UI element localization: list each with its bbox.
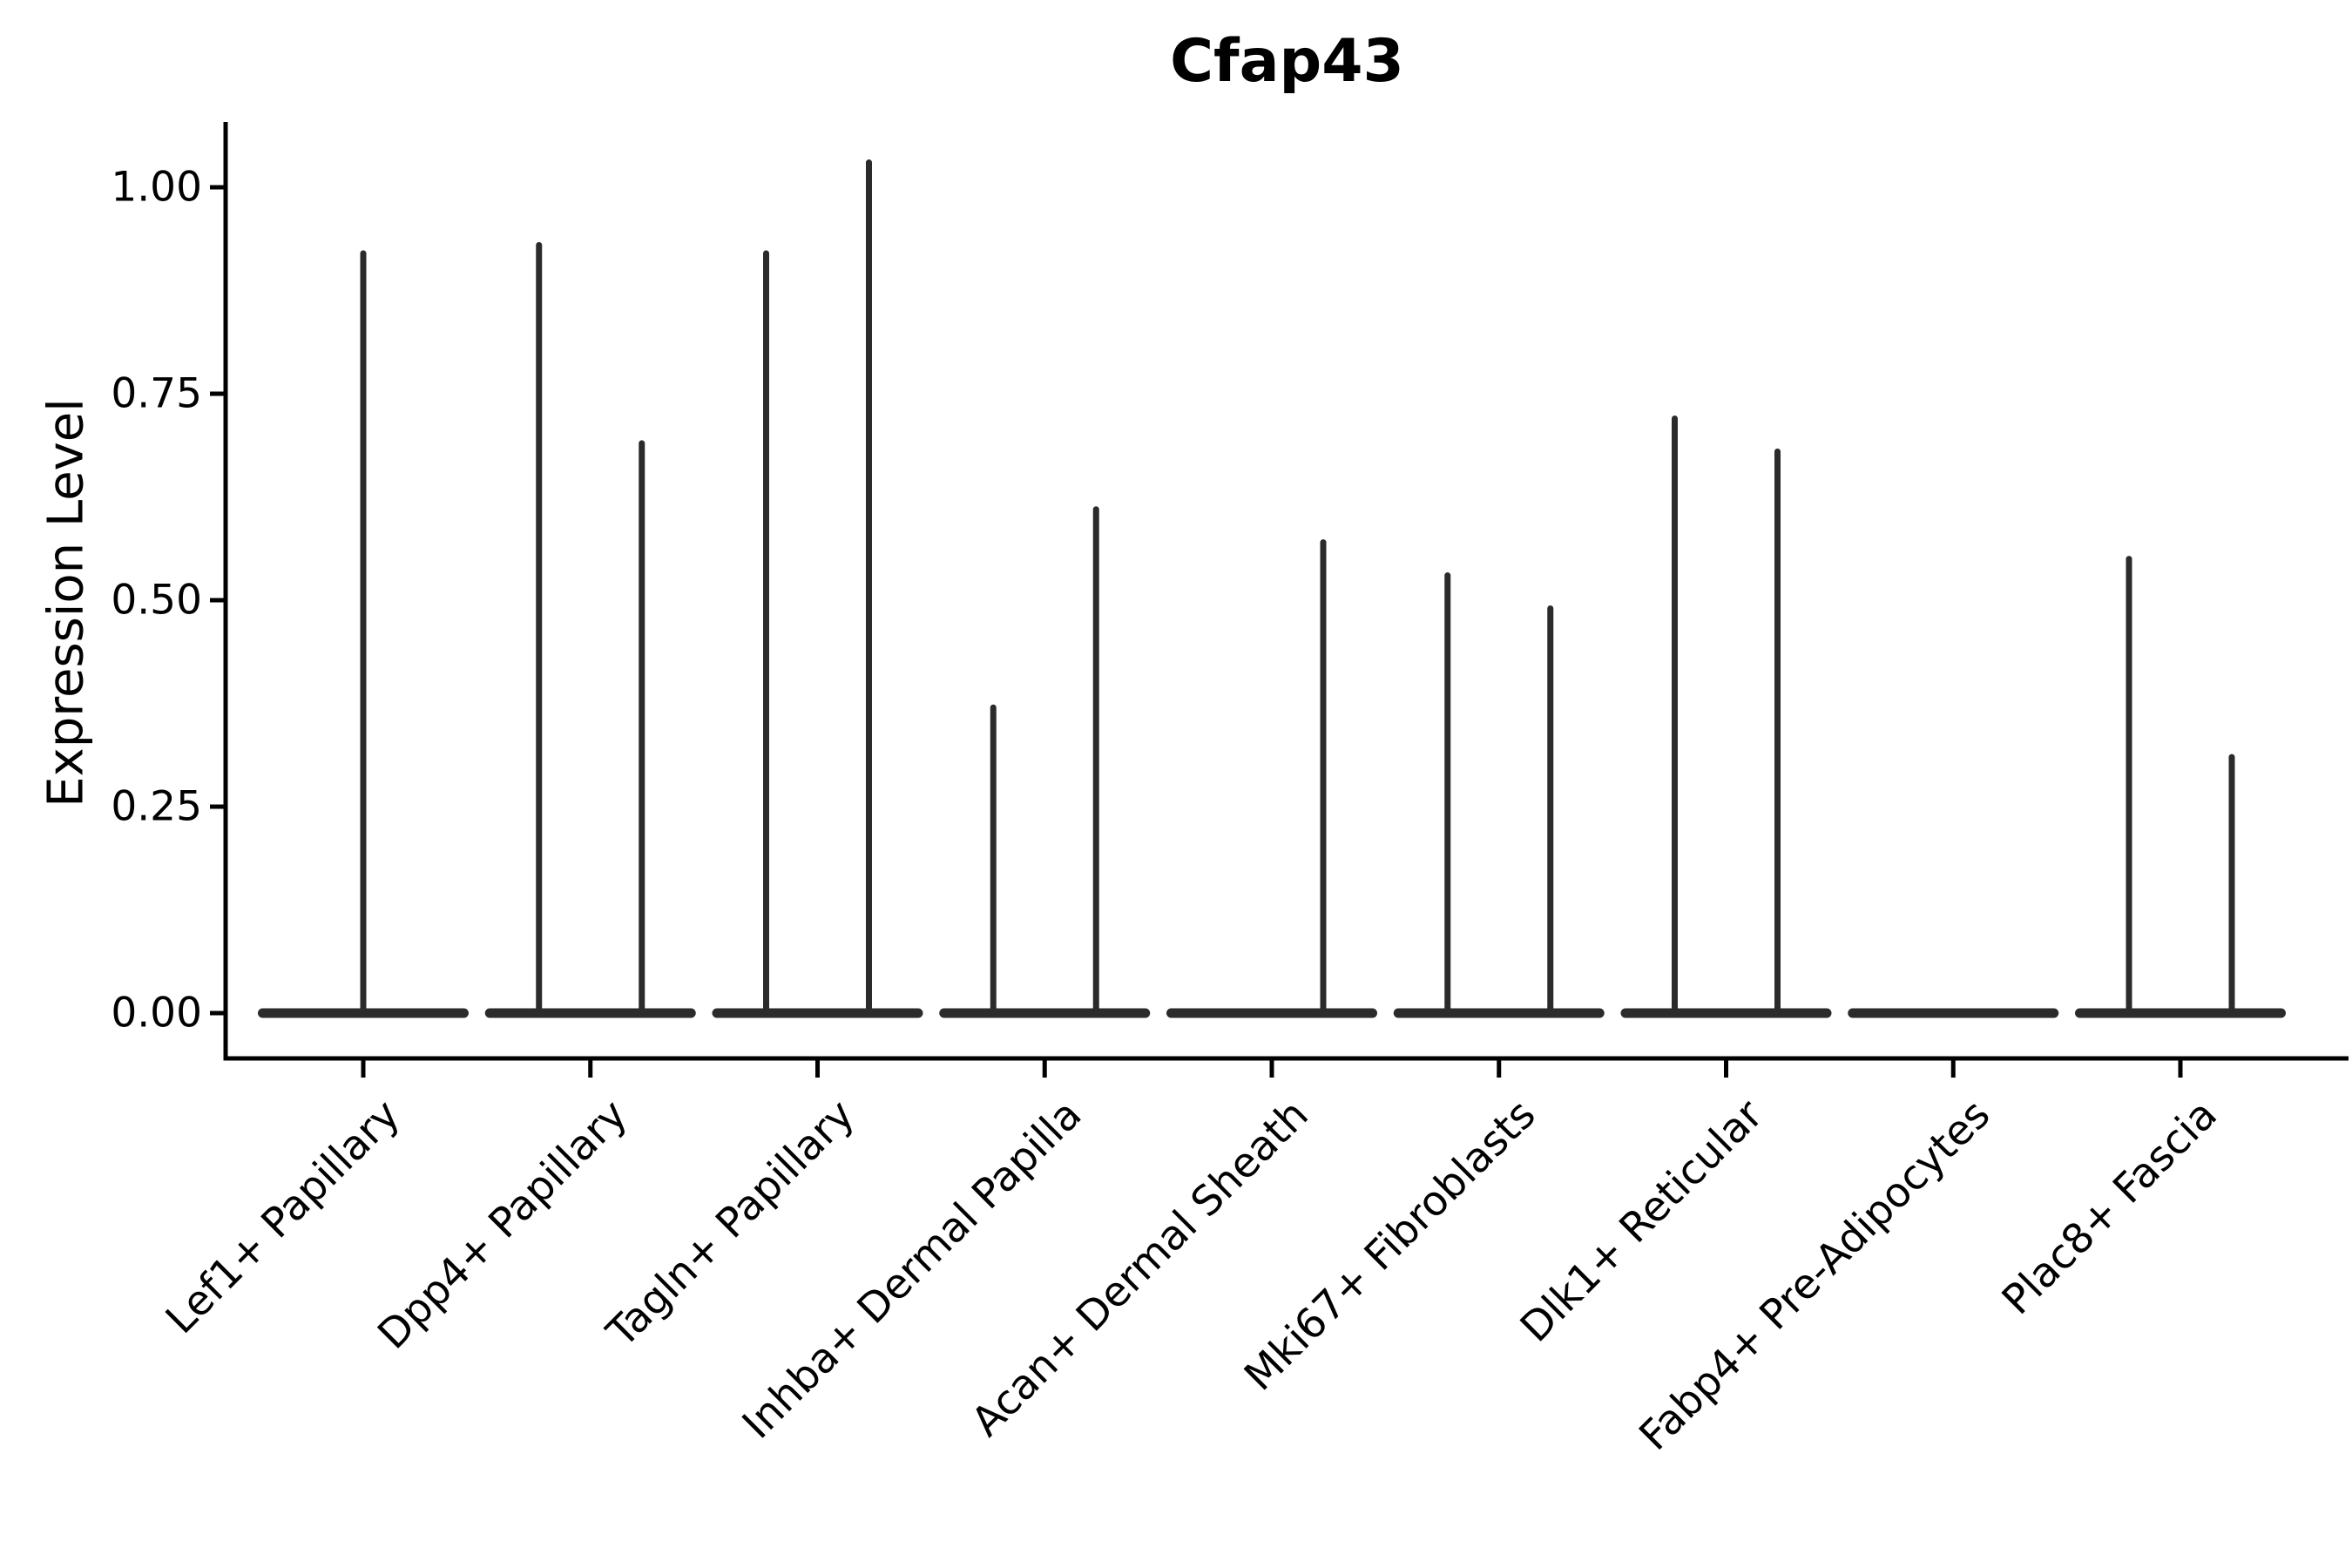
y-tick-label: 0.50 [111,576,202,625]
y-tick-label: 1.00 [111,163,202,212]
violin-base [1393,1008,1605,1018]
violin-base [1848,1008,2059,1018]
violin-base [258,1008,469,1018]
violin-base [712,1008,923,1018]
violin-base [939,1008,1151,1018]
violin-base [1620,1008,1832,1018]
y-tick-label: 0.25 [111,782,202,831]
y-tick-label: 0.00 [111,989,202,1037]
y-tick-label: 0.75 [111,369,202,418]
violin-base [484,1008,696,1018]
violin-base [1166,1008,1377,1018]
plot-title: Cfap43 [1170,27,1404,96]
violin-base [2075,1008,2286,1018]
